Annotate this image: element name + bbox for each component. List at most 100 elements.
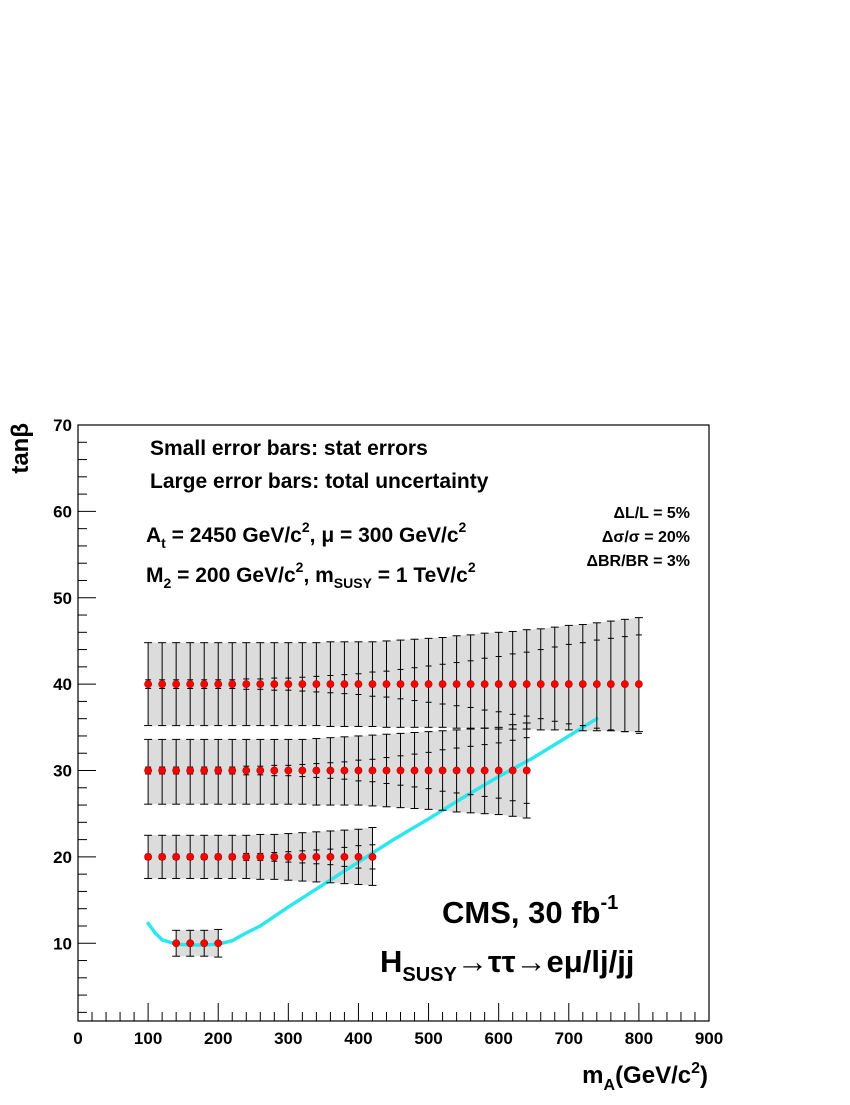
axes-layer: 0 100 200 300 400 500 600 700 800 900 10 20 30 40 50 60… [53, 416, 723, 1048]
data-point-tanb-40 [634, 680, 643, 689]
data-point-tanb-40 [326, 680, 335, 689]
plot-frame [77, 424, 710, 1022]
y-tick-label: 10 [53, 934, 72, 953]
data-point-tanb-40 [158, 680, 167, 689]
data-point-tanb-40 [396, 680, 405, 689]
data-point-tanb-20 [340, 852, 349, 861]
y-tick-label: 70 [53, 416, 72, 435]
data-point-tanb-30 [354, 766, 363, 775]
x-tick-label: 500 [414, 1029, 442, 1048]
data-point-tanb-40 [550, 680, 559, 689]
data-point-tanb-20 [158, 852, 167, 861]
annotation-cms-lumi: CMS, 30 fb-1 [442, 892, 618, 930]
data-point-tanb-30 [186, 766, 195, 775]
data-point-tanb-30 [522, 766, 531, 775]
x-tick-label: 0 [73, 1029, 82, 1048]
data-point-tanb-30 [438, 766, 447, 775]
data-point-tanb-40 [228, 680, 237, 689]
data-point-tanb-40 [410, 680, 419, 689]
data-point-tanb-40 [494, 680, 503, 689]
data-point-tanb-30 [284, 766, 293, 775]
data-point-tanb-20 [312, 852, 321, 861]
annotation-sys-luminosity: ΔL/L = 5% [613, 505, 690, 522]
data-point-tanb-40 [564, 680, 573, 689]
x-tick-label: 400 [344, 1029, 372, 1048]
data-point-tanb-30 [382, 766, 391, 775]
data-point-tanb-20 [214, 852, 223, 861]
data-point-tanb-40 [466, 680, 475, 689]
data-point-tanb-40 [144, 680, 153, 689]
annotation-params-line2: M2 = 200 GeV/c2, mSUSY = 1 TeV/c2 [146, 559, 476, 591]
data-point-tanb-40 [452, 680, 461, 689]
data-point-tanb-40 [340, 680, 349, 689]
data-point-tanb-30 [172, 766, 181, 775]
x-tick-label: 800 [625, 1029, 653, 1048]
x-tick-label: 300 [274, 1029, 302, 1048]
data-point-tanb-40 [256, 680, 265, 689]
data-point-tanb-30 [326, 766, 335, 775]
data-point-tanb-30 [340, 766, 349, 775]
data-point-tanb-40 [522, 680, 531, 689]
data-point-tanb-30 [508, 766, 517, 775]
data-point-tanb-30 [158, 766, 167, 775]
y-axis-label: tanβ [7, 423, 34, 474]
data-point-tanb-10 [172, 939, 181, 948]
data-point-tanb-40 [424, 680, 433, 689]
data-point-tanb-40 [620, 680, 629, 689]
x-tick-label: 100 [134, 1029, 162, 1048]
data-point-tanb-30 [466, 766, 475, 775]
data-point-tanb-30 [298, 766, 307, 775]
data-points-layer [144, 680, 643, 948]
annotation-params-line1: At = 2450 GeV/c2, μ = 300 GeV/c2 [146, 519, 467, 551]
data-point-tanb-40 [242, 680, 251, 689]
data-point-tanb-20 [270, 852, 279, 861]
y-tick-label: 30 [53, 762, 72, 781]
data-point-tanb-30 [242, 766, 251, 775]
data-point-tanb-30 [312, 766, 321, 775]
data-point-tanb-40 [284, 680, 293, 689]
data-point-tanb-30 [200, 766, 209, 775]
annotation-sys-xsection: Δσ/σ = 20% [602, 529, 690, 546]
data-point-tanb-40 [312, 680, 321, 689]
data-point-tanb-40 [186, 680, 195, 689]
data-point-tanb-20 [228, 852, 237, 861]
data-point-tanb-40 [368, 680, 377, 689]
uncertainty-band-tanb-30 [148, 723, 527, 819]
data-point-tanb-30 [256, 766, 265, 775]
x-tick-label: 200 [204, 1029, 232, 1048]
data-point-tanb-40 [354, 680, 363, 689]
data-point-tanb-40 [270, 680, 279, 689]
data-point-tanb-20 [186, 852, 195, 861]
data-point-tanb-40 [480, 680, 489, 689]
data-point-tanb-10 [214, 939, 223, 948]
data-point-tanb-20 [368, 852, 377, 861]
data-point-tanb-20 [172, 852, 181, 861]
annotation-large-error-bars: Large error bars: total uncertainty [150, 470, 489, 493]
data-point-tanb-40 [214, 680, 223, 689]
data-point-tanb-40 [536, 680, 545, 689]
data-point-tanb-40 [438, 680, 447, 689]
data-point-tanb-40 [592, 680, 601, 689]
uncertainty-band-tanb-40 [148, 617, 639, 732]
data-point-tanb-20 [326, 852, 335, 861]
data-point-tanb-40 [200, 680, 209, 689]
data-point-tanb-20 [144, 852, 153, 861]
data-point-tanb-40 [298, 680, 307, 689]
annotation-sys-br: ΔBR/BR = 3% [586, 553, 690, 570]
data-point-tanb-30 [396, 766, 405, 775]
annotation-small-error-bars: Small error bars: stat errors [150, 437, 428, 460]
data-point-tanb-20 [298, 852, 307, 861]
data-point-tanb-20 [354, 852, 363, 861]
data-point-tanb-30 [410, 766, 419, 775]
data-point-tanb-30 [228, 766, 237, 775]
y-tick-label: 60 [53, 502, 72, 521]
data-point-tanb-40 [172, 680, 181, 689]
data-point-tanb-40 [382, 680, 391, 689]
data-point-tanb-30 [424, 766, 433, 775]
data-point-tanb-30 [480, 766, 489, 775]
data-point-tanb-30 [270, 766, 279, 775]
data-point-tanb-30 [368, 766, 377, 775]
data-point-tanb-20 [242, 852, 251, 861]
